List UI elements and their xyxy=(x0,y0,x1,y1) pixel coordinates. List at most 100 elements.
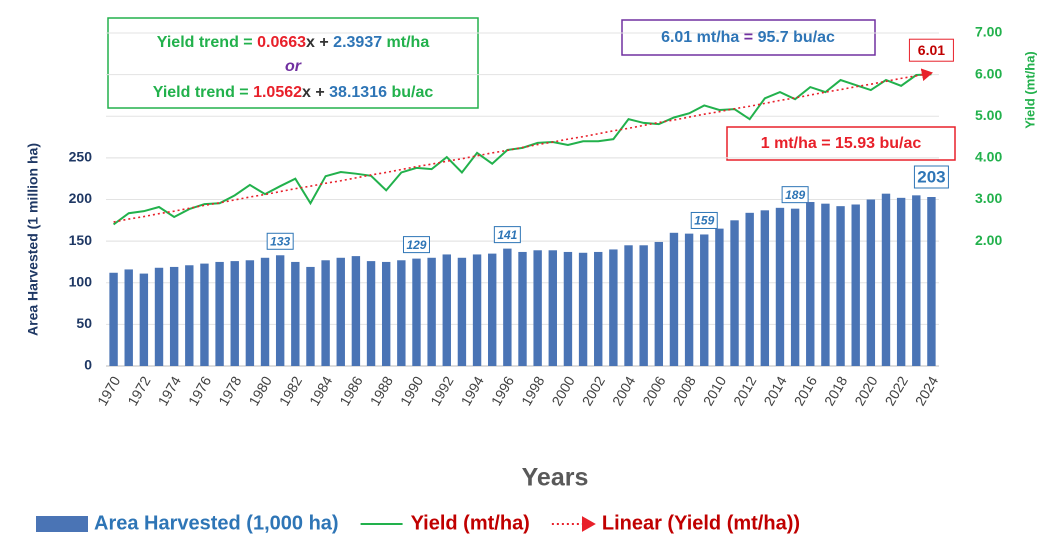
bar xyxy=(927,197,936,366)
annotation-part: 1 mt/ha = 15.93 bu/ac xyxy=(761,135,922,152)
value-label-box xyxy=(781,186,809,204)
y-tick-label: 50 xyxy=(76,315,92,331)
bar xyxy=(260,257,270,366)
x-tick-label: 1992 xyxy=(427,373,457,408)
bar xyxy=(200,263,209,366)
bar xyxy=(124,269,133,366)
legend-label: Yield (mt/ha) xyxy=(411,512,530,534)
bar xyxy=(836,206,845,366)
y2-tick-label: 2.00 xyxy=(975,232,1002,248)
bar xyxy=(139,273,149,366)
bar xyxy=(775,207,785,366)
bar xyxy=(275,255,285,366)
bar xyxy=(866,199,876,366)
annotation-part: Yield trend = xyxy=(157,34,257,51)
value-label: 133 xyxy=(270,234,290,248)
x-tick-label: 2016 xyxy=(791,373,821,408)
x-tick-label: 2008 xyxy=(669,373,699,408)
annotation: Yield trend = 1.0562x + 38.1316 bu/ac xyxy=(153,84,434,101)
annotation: Yield trend = 0.0663x + 2.3937 mt/ha xyxy=(157,34,430,51)
value-label: 159 xyxy=(694,214,714,228)
bar xyxy=(169,266,179,366)
bar xyxy=(896,197,906,366)
x-tick-label: 1972 xyxy=(124,373,154,408)
value-label-box xyxy=(493,226,521,244)
y-tick-label: 0 xyxy=(84,357,92,373)
bar xyxy=(185,265,194,366)
x-tick-label: 1980 xyxy=(245,373,275,408)
bar xyxy=(715,228,724,366)
annotation-part: x + xyxy=(302,84,329,101)
annotation-part: or xyxy=(285,58,302,75)
x-axis-title: Years xyxy=(522,464,589,492)
x-tick-label: 1990 xyxy=(397,373,427,408)
bar xyxy=(669,232,679,366)
annotation-part: 95.7 bu/ac xyxy=(758,29,835,46)
bar xyxy=(624,245,633,366)
bar xyxy=(472,254,482,366)
bar xyxy=(381,261,391,366)
y2-tick-label: 6.00 xyxy=(975,65,1002,81)
y-axis-title: Area Harvested (1 million ha) xyxy=(25,143,41,336)
x-tick-label: 2002 xyxy=(579,373,609,408)
bar xyxy=(654,241,664,366)
x-tick-label: 1978 xyxy=(215,373,245,408)
bar xyxy=(215,261,224,366)
value-label-box xyxy=(908,38,954,62)
bar xyxy=(306,266,315,366)
bar xyxy=(412,258,421,366)
annotation-part: Yield trend = xyxy=(153,84,253,101)
x-tick-label: 1984 xyxy=(306,373,336,408)
bar xyxy=(806,201,815,366)
annotation-part: bu/ac xyxy=(387,84,433,101)
value-label: 189 xyxy=(785,188,805,202)
x-tick-label: 2012 xyxy=(730,373,760,408)
bar xyxy=(700,234,709,366)
annotation: or xyxy=(285,58,302,75)
bar xyxy=(503,248,512,366)
annotation-part: 6.01 mt/ha xyxy=(661,29,739,46)
bar xyxy=(442,254,451,366)
bar xyxy=(427,257,436,366)
y2-tick-label: 3.00 xyxy=(975,190,1002,206)
bar xyxy=(912,195,921,366)
annotation: 1 mt/ha = 15.93 bu/ac xyxy=(761,135,922,152)
annotation-part: = xyxy=(739,29,757,46)
x-tick-label: 1986 xyxy=(336,373,366,408)
annotation-box xyxy=(621,19,876,56)
x-tick-label: 2006 xyxy=(639,373,669,408)
value-label: 6.01 xyxy=(918,42,945,58)
bar xyxy=(457,257,467,366)
x-tick-label: 2014 xyxy=(760,373,790,408)
x-tick-label: 1996 xyxy=(488,373,518,408)
y2-tick-label: 5.00 xyxy=(975,107,1002,123)
x-tick-label: 2000 xyxy=(548,373,578,408)
bar xyxy=(821,203,830,366)
y-tick-label: 100 xyxy=(69,273,93,289)
annotation: 6.01 mt/ha = 95.7 bu/ac xyxy=(661,29,835,46)
bar xyxy=(291,261,300,366)
x-tick-label: 1970 xyxy=(94,373,124,408)
legend-label: Area Harvested (1,000 ha) xyxy=(94,512,339,534)
x-tick-label: 2018 xyxy=(821,373,851,408)
bar xyxy=(245,260,255,366)
bar xyxy=(790,208,800,366)
bar xyxy=(639,245,648,366)
x-tick-label: 1998 xyxy=(518,373,548,408)
bar xyxy=(230,261,239,366)
bar xyxy=(397,260,406,366)
bar xyxy=(154,267,164,366)
annotation-part: 38.1316 xyxy=(329,84,387,101)
bar xyxy=(533,250,542,366)
y-tick-label: 150 xyxy=(69,232,93,248)
bar xyxy=(760,210,770,366)
y2-axis-title: Yield (mt/ha) xyxy=(1022,51,1037,129)
x-tick-label: 1988 xyxy=(367,373,397,408)
trend-line xyxy=(113,68,933,223)
bar xyxy=(488,253,497,366)
y-tick-label: 250 xyxy=(69,149,93,165)
x-tick-label: 1982 xyxy=(276,373,306,408)
y2-tick-label: 4.00 xyxy=(975,149,1002,165)
bar xyxy=(351,256,361,366)
